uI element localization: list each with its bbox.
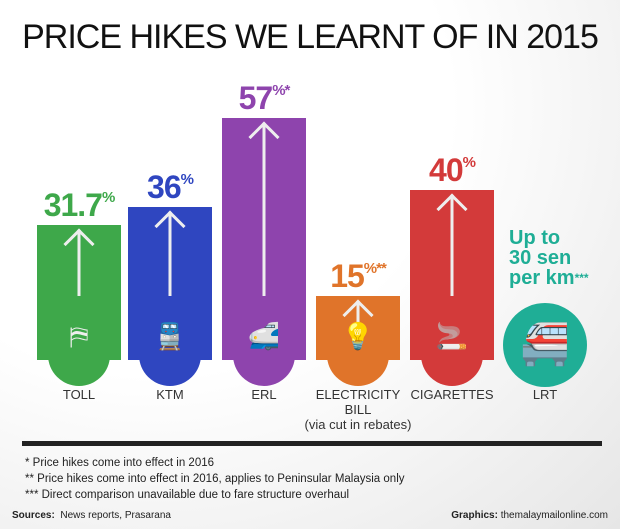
value-number: 40 [429,152,464,188]
bar-toll: ⛿ [37,225,121,386]
value-number: 15 [330,258,365,295]
lrt-value-line2: 30 sen [509,247,572,269]
train-icon: 🚆 [153,322,187,352]
bar-label: CIGARETTES [387,387,517,402]
value-unit: %* [272,81,290,99]
sources-label: Sources: [12,510,55,521]
arrow-up-icon [77,231,81,296]
footnote: ** Price hikes come into effect in 2016,… [25,473,405,485]
toll-gate-icon: ⛿ [69,321,89,352]
value-unit: % [462,154,476,171]
bar-electricity: 💡 [316,296,400,386]
bar-label: ERL [199,387,329,402]
bar-value-lrt: Up to 30 sen per km*** [509,228,589,288]
lrt-value-line3: per km [509,267,575,289]
value-unit: %** [363,260,387,278]
sources: Sources: News reports, Prasarana [12,510,171,521]
chart-title: PRICE HIKES WE LEARNT OF IN 2015 [22,18,599,56]
value-number: 31.7 [43,187,103,224]
footnote: * Price hikes come into effect in 2016 [25,457,215,469]
label-line: KTM [156,387,184,402]
express-train-icon: 🚅 [247,322,281,352]
arrow-up-icon [356,302,360,327]
lrt-value-line1: Up to [509,227,561,249]
bar-erl: 🚅 [222,117,306,386]
bar-label: ELECTRICITY BILL (via cut in rebates) [293,387,423,432]
bar-value: 31.7% [9,187,149,224]
label-line: TOLL [62,387,96,402]
bar-value: 40% [382,152,522,189]
arrow-up-icon [262,123,266,296]
arrow-up-icon [450,196,454,296]
label-line: CIGARETTES [410,387,494,402]
label-line: (via cut in rebates) [304,417,412,432]
bar-value: 15%** [288,258,428,295]
sources-text: News reports, Prasarana [60,510,171,521]
bar-label-lrt: LRT [532,387,558,402]
lrt-train-icon: 🚝 [503,303,587,387]
value-number: 36 [147,169,182,205]
value-unit: % [101,189,115,207]
arrow-up-icon [168,213,172,296]
bar-value: 36% [100,169,240,206]
lrt-footnote-mark: *** [574,271,589,285]
bar-ktm: 🚆 [128,207,212,386]
graphics-credit: Graphics: themalaymailonline.com [451,510,608,521]
footnotes: * Price hikes come into effect in 2016 *… [25,455,405,503]
value-unit: % [180,171,194,188]
bar-label: TOLL [14,387,144,402]
label-line: ELECTRICITY [315,387,401,402]
graphics-text: themalaymailonline.com [500,510,608,521]
label-line: BILL [344,402,372,417]
light-bulb-icon: 💡 [341,322,375,352]
bar-label: KTM [105,387,235,402]
divider [22,441,602,446]
graphics-label: Graphics: [451,510,498,521]
bar-cigarettes: 🚬 [410,190,494,386]
bar-value: 57%* [194,80,334,117]
label-line: ERL [251,387,277,402]
cigarette-icon: 🚬 [435,322,469,352]
value-number: 57 [238,79,274,116]
footnote: *** Direct comparison unavailable due to… [25,489,350,501]
